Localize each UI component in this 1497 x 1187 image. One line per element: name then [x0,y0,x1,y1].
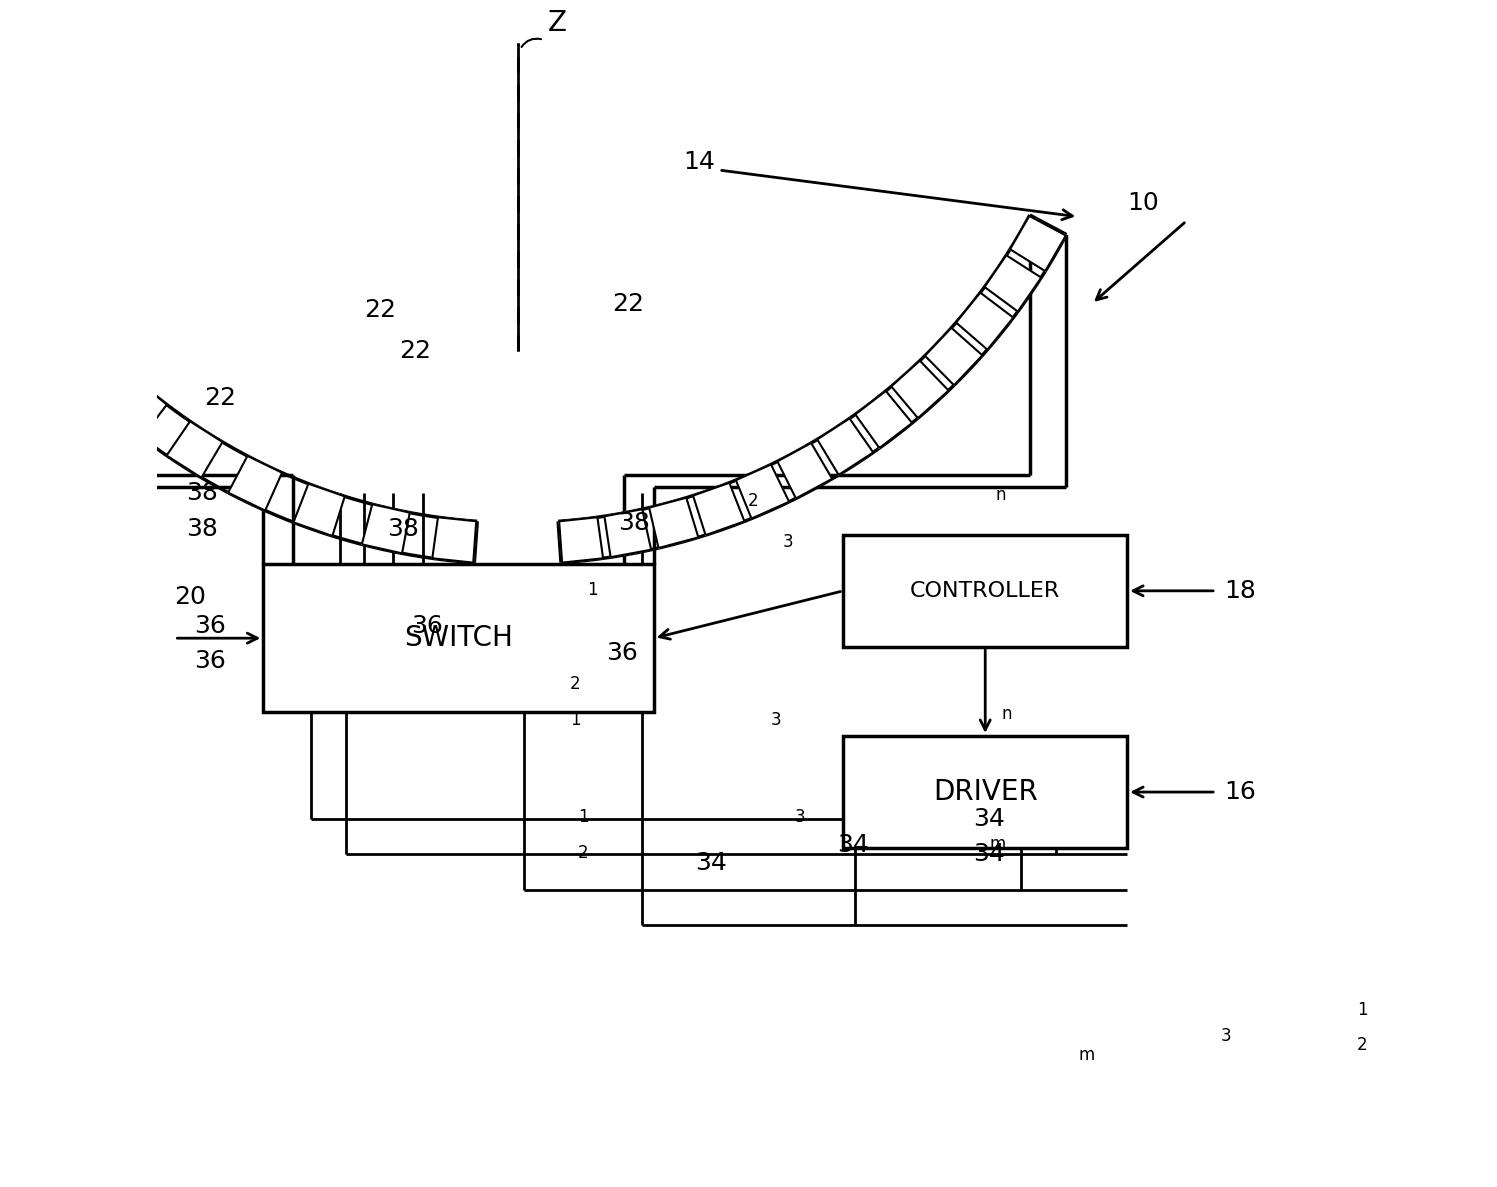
Text: 2: 2 [1356,1036,1368,1054]
Text: Z: Z [548,9,566,38]
Polygon shape [693,483,744,535]
Text: 3: 3 [1220,1027,1232,1045]
Polygon shape [58,334,115,391]
Text: 16: 16 [1225,780,1256,804]
Text: 22: 22 [612,292,644,316]
Polygon shape [985,255,1042,311]
Text: 22: 22 [400,339,431,363]
Text: 3: 3 [795,808,805,826]
Text: 36: 36 [606,641,638,665]
Text: 36: 36 [412,614,443,637]
Text: 1: 1 [578,808,588,826]
Text: 34: 34 [973,806,1006,831]
Text: 3: 3 [783,533,793,552]
Text: 38: 38 [388,516,419,540]
Bar [843,534,1127,647]
Text: 2: 2 [570,675,581,693]
Text: 22: 22 [364,298,395,322]
Text: 34: 34 [837,832,870,857]
Text: SWITCH: SWITCH [404,624,513,652]
Polygon shape [737,464,789,519]
Polygon shape [777,443,832,499]
Text: 34: 34 [695,851,728,876]
Text: 10: 10 [1127,191,1159,215]
Text: 2: 2 [578,844,588,862]
Polygon shape [891,361,949,418]
Polygon shape [1010,216,1066,271]
Text: 3: 3 [771,711,781,729]
Polygon shape [362,504,410,553]
Text: m: m [1079,1046,1094,1064]
Text: n: n [1001,705,1012,723]
Polygon shape [957,293,1013,350]
Text: 38: 38 [618,510,650,534]
Text: 1: 1 [587,580,599,598]
Polygon shape [166,421,223,477]
Text: n: n [996,487,1006,504]
Polygon shape [650,497,698,548]
Polygon shape [433,518,476,563]
Text: 14: 14 [684,150,716,173]
Polygon shape [13,281,70,338]
Text: m: m [990,836,1006,853]
Polygon shape [855,391,912,447]
Polygon shape [109,380,166,438]
Polygon shape [228,456,281,510]
Polygon shape [925,328,982,386]
Polygon shape [0,224,31,280]
Text: 22: 22 [204,386,237,411]
Text: 38: 38 [186,481,219,504]
Text: 36: 36 [195,649,226,673]
Text: 20: 20 [175,584,207,609]
Text: 38: 38 [186,516,219,540]
Text: 18: 18 [1225,579,1256,603]
Polygon shape [817,419,873,475]
Text: CONTROLLER: CONTROLLER [910,580,1060,601]
Text: 1: 1 [1356,1001,1368,1018]
Bar [843,736,1127,849]
Polygon shape [293,484,344,535]
Text: DRIVER: DRIVER [933,777,1037,806]
Polygon shape [560,518,603,563]
Polygon shape [605,509,651,557]
Text: 34: 34 [973,842,1006,867]
Text: 36: 36 [195,614,226,637]
Bar [263,564,654,712]
Text: 2: 2 [747,491,757,510]
Text: 1: 1 [570,711,581,729]
